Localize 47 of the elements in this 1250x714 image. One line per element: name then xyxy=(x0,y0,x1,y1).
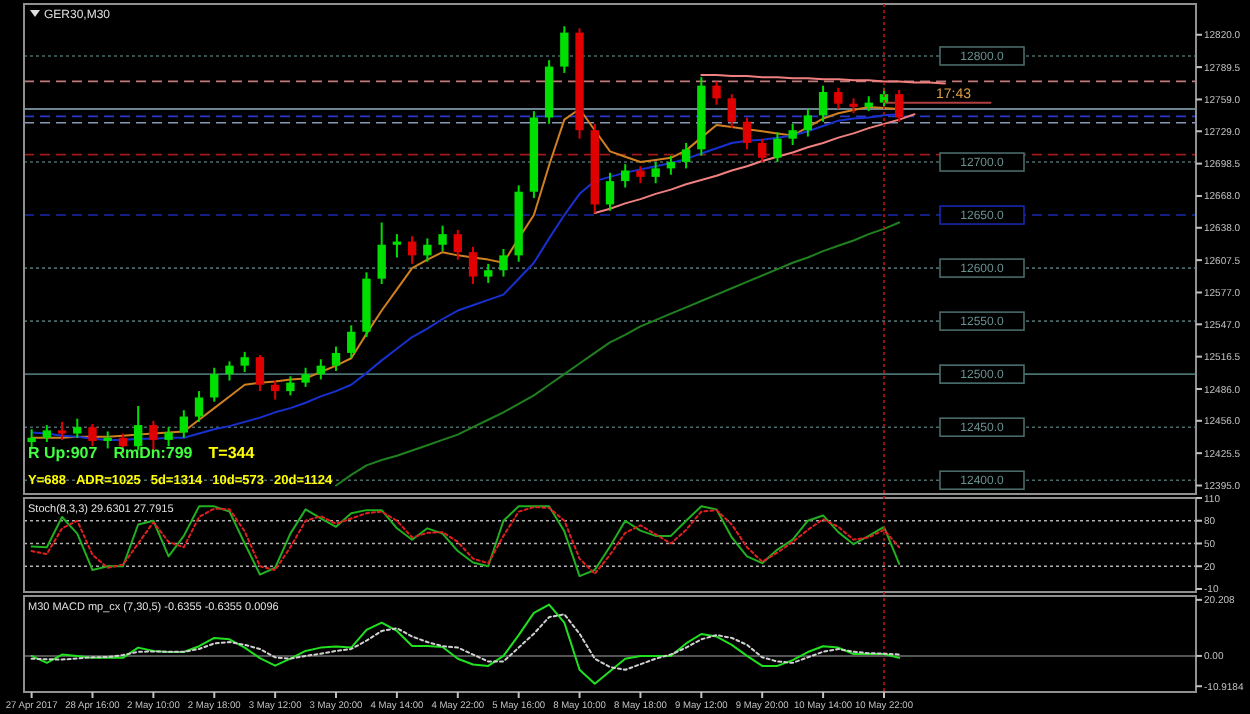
candlestick xyxy=(194,390,204,423)
candlestick xyxy=(240,350,249,374)
candlestick xyxy=(621,163,630,189)
candlestick xyxy=(834,86,843,110)
candlestick xyxy=(895,88,904,123)
candlestick xyxy=(712,80,721,106)
candlestick xyxy=(331,345,341,372)
candlestick xyxy=(788,122,797,147)
candlestick xyxy=(270,379,280,401)
candlestick xyxy=(73,417,82,439)
candlestick xyxy=(468,245,478,285)
candlestick xyxy=(423,237,432,263)
candlestick xyxy=(651,161,660,185)
candlestick xyxy=(681,141,691,170)
annotation: T=344 xyxy=(208,444,256,462)
candlestick xyxy=(407,235,417,265)
candlestick xyxy=(560,25,569,74)
candlestick xyxy=(484,262,493,284)
candlestick xyxy=(605,171,615,212)
candlestick xyxy=(286,375,295,397)
candlestick xyxy=(377,221,386,285)
annotation: R Up:907 xyxy=(28,444,99,462)
candlestick xyxy=(179,409,188,439)
candlestick xyxy=(225,360,234,382)
line-series xyxy=(30,603,901,685)
candlestick xyxy=(818,84,828,123)
candlestick xyxy=(438,224,447,253)
candlestick xyxy=(727,93,736,130)
candlestick xyxy=(255,354,265,393)
annotation: RmDn:799 xyxy=(113,444,194,462)
candlestick xyxy=(666,154,676,176)
candlestick xyxy=(347,324,356,360)
candlestick xyxy=(27,428,36,450)
candlestick xyxy=(210,366,219,403)
candlestick xyxy=(164,426,173,448)
candlestick xyxy=(499,248,508,278)
line-series xyxy=(335,221,901,487)
candlestick xyxy=(453,228,462,261)
candlestick xyxy=(742,116,752,151)
line-series xyxy=(30,613,901,671)
candlestick xyxy=(803,108,813,138)
candlestick xyxy=(758,137,767,164)
candlestick xyxy=(301,366,310,388)
candlestick xyxy=(316,358,325,381)
candlestick xyxy=(773,131,782,164)
candlestick xyxy=(88,423,97,448)
candlestick xyxy=(57,420,67,441)
